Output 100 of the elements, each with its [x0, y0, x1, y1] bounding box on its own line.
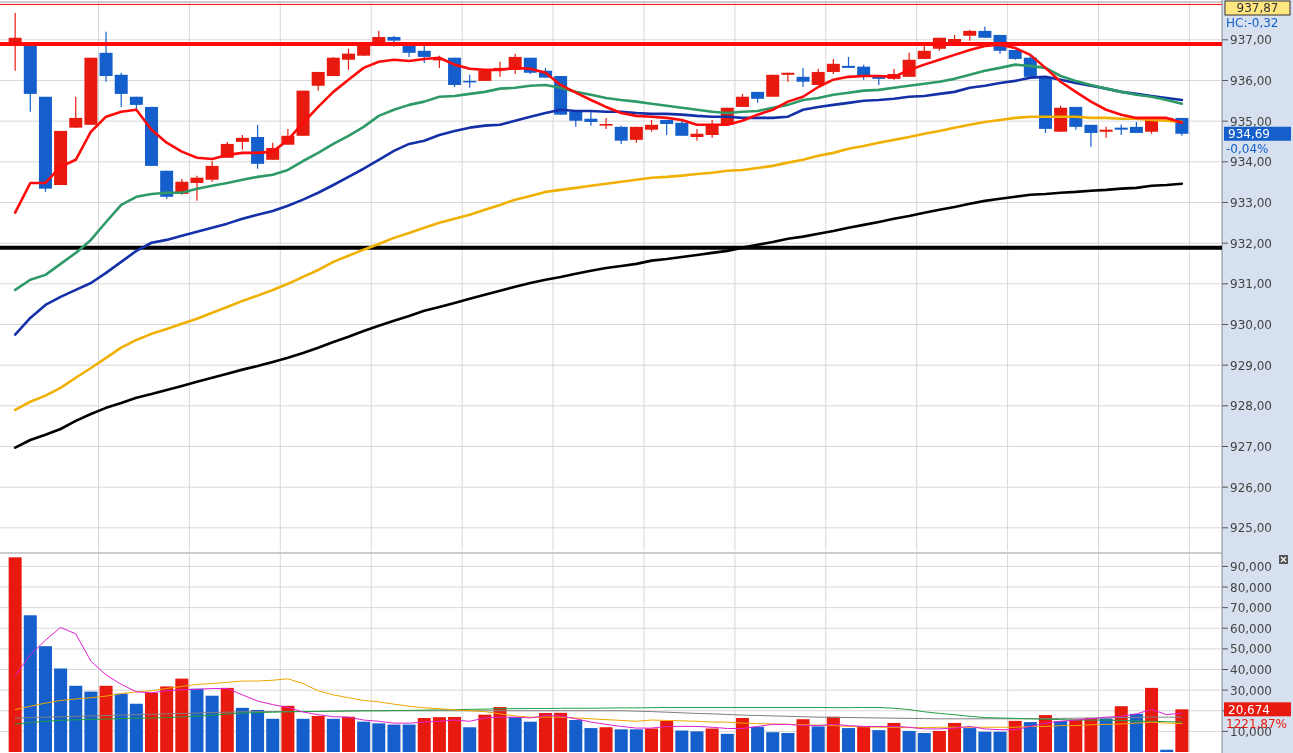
- y-tick-label: 935,00: [1230, 114, 1272, 129]
- bar: [1175, 709, 1189, 752]
- bar: [554, 712, 568, 752]
- candlestick: [69, 96, 83, 129]
- candlestick: [614, 125, 628, 145]
- y-tick-label: 931,00: [1230, 277, 1272, 292]
- bar: [629, 729, 643, 752]
- bar: [1114, 706, 1128, 752]
- y-tick-label: 40,000: [1230, 663, 1272, 678]
- bar: [326, 718, 340, 752]
- bar: [266, 718, 280, 752]
- bar: [1023, 722, 1037, 752]
- y-tick-label: 60,000: [1230, 621, 1272, 636]
- bar: [978, 731, 992, 752]
- bar: [38, 646, 52, 752]
- candlestick: [690, 128, 704, 142]
- y-tick-label: 933,00: [1230, 195, 1272, 210]
- bar: [129, 703, 143, 752]
- candlestick: [205, 160, 219, 183]
- candlestick: [781, 72, 795, 83]
- candlestick: [114, 72, 128, 108]
- y-tick-label: 80,000: [1230, 580, 1272, 595]
- bar: [796, 719, 810, 752]
- bar: [1160, 749, 1174, 752]
- bar: [705, 728, 719, 752]
- text: -0,04%: [1226, 141, 1269, 156]
- line-series: [14, 626, 1183, 731]
- line-series: [14, 706, 1183, 725]
- text: 934,69: [1228, 127, 1270, 142]
- bar: [599, 727, 613, 752]
- candlestick: [584, 111, 598, 127]
- bar: [584, 728, 598, 752]
- text: HC:-0,32: [1226, 16, 1279, 30]
- bar: [781, 733, 795, 752]
- bar: [296, 718, 310, 752]
- bar: [432, 717, 446, 752]
- y-tick-label: 70,000: [1230, 601, 1272, 616]
- bar: [614, 729, 628, 752]
- ref-line-label: 937,87: [1236, 1, 1279, 15]
- line-series: [14, 678, 1183, 729]
- bar: [417, 717, 431, 752]
- bar: [538, 713, 552, 752]
- bar: [887, 722, 901, 752]
- bar: [917, 733, 931, 752]
- candlestick: [341, 48, 355, 71]
- bar: [145, 692, 159, 752]
- bar: [766, 732, 780, 752]
- bar: [8, 557, 22, 752]
- bar: [387, 724, 401, 752]
- y-tick-label: 927,00: [1230, 439, 1272, 454]
- line-series: [13, 63, 1184, 292]
- y-tick-label: 30,000: [1230, 683, 1272, 698]
- bar: [23, 615, 37, 752]
- bar: [114, 693, 128, 752]
- y-tick-label: 936,00: [1230, 73, 1272, 88]
- text: 20,674: [1228, 702, 1270, 717]
- bar: [478, 714, 492, 752]
- bar: [720, 733, 734, 752]
- bar: [735, 717, 749, 752]
- bar: [857, 726, 871, 752]
- candlestick: [99, 31, 113, 83]
- bar: [751, 726, 765, 752]
- bar: [205, 695, 219, 752]
- bar: [341, 716, 355, 752]
- y-tick-label: 50,000: [1230, 642, 1272, 657]
- candlestick: [1099, 126, 1113, 139]
- bar: [99, 685, 113, 752]
- bar: [872, 730, 886, 752]
- bar: [311, 715, 325, 752]
- bar: [569, 720, 583, 752]
- bar: [811, 726, 825, 752]
- candlestick: [599, 117, 613, 130]
- bar: [675, 730, 689, 752]
- bar: [372, 723, 386, 752]
- y-tick-label: 926,00: [1230, 480, 1272, 495]
- bar: [54, 668, 68, 752]
- bar: [963, 728, 977, 752]
- y-tick-label: 928,00: [1230, 399, 1272, 414]
- bar: [357, 721, 371, 752]
- bar: [402, 724, 416, 752]
- bar: [508, 717, 522, 752]
- bar: [842, 728, 856, 752]
- candlestick: [796, 67, 810, 88]
- bar: [220, 687, 234, 752]
- bar: [190, 688, 204, 752]
- bar: [826, 716, 840, 752]
- candlestick: [190, 175, 204, 202]
- bar: [235, 707, 249, 752]
- y-tick-label: 932,00: [1230, 236, 1272, 251]
- bar: [948, 722, 962, 752]
- bar: [448, 716, 462, 752]
- bar: [69, 685, 83, 752]
- bar: [251, 709, 265, 752]
- bar: [932, 730, 946, 752]
- bar: [1145, 687, 1159, 752]
- line-series: [13, 75, 1184, 336]
- bar: [1054, 721, 1068, 752]
- bar: [1099, 718, 1113, 752]
- bar: [523, 721, 537, 752]
- bar: [281, 705, 295, 752]
